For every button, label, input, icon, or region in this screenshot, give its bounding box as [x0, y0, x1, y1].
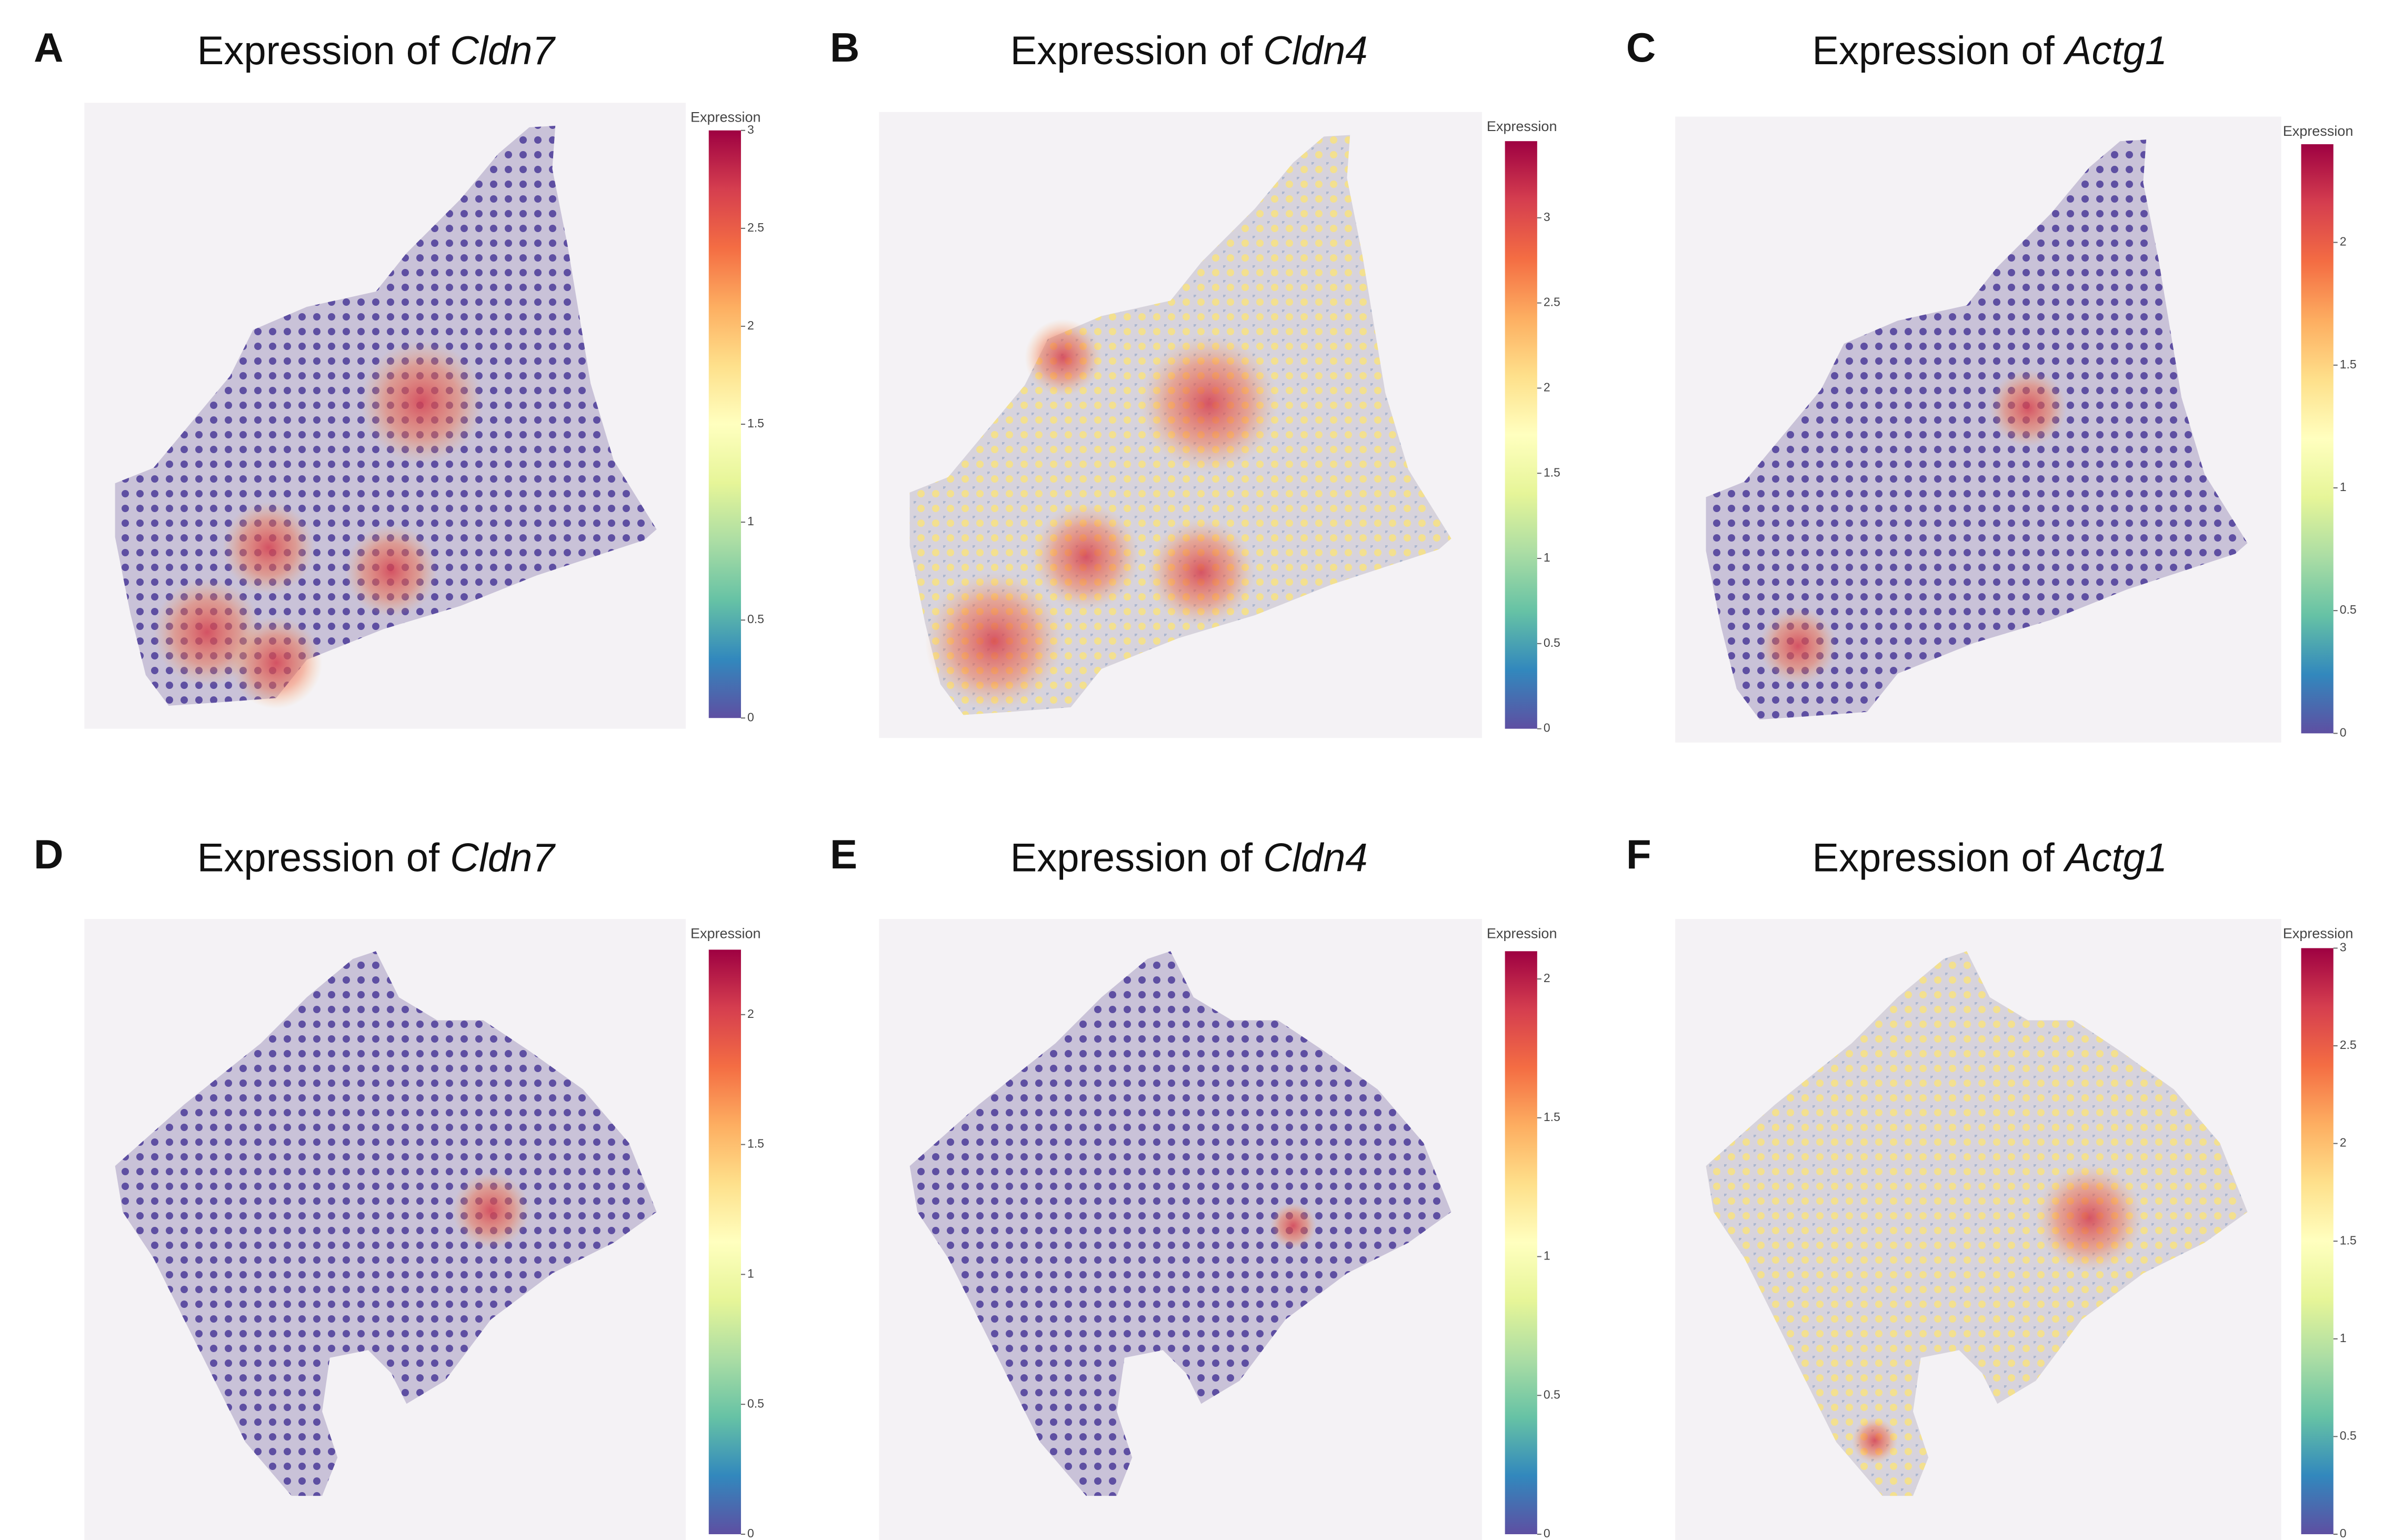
panel-letter: A: [34, 24, 63, 71]
colorbar-tick-label: 0.5: [2340, 603, 2357, 616]
tissue-spots: [1706, 139, 2248, 720]
colorbar-tick-label: 1.5: [2340, 357, 2357, 371]
gene-name: Cldn4: [1263, 835, 1368, 880]
panel-title: Expression of Actg1: [1812, 835, 2167, 880]
hot-spot: [230, 616, 323, 709]
panel-letter: F: [1626, 831, 1651, 877]
colorbar-tick-label: 2.5: [2340, 1038, 2357, 1052]
title-text: Expression of: [1010, 835, 1253, 880]
colorbar-label: Expression: [2283, 925, 2354, 941]
hot-spot: [1139, 334, 1278, 473]
hot-spot: [1147, 518, 1255, 626]
colorbar-tick-label: 2: [747, 318, 754, 332]
title-text: Expression of: [1812, 835, 2055, 880]
panel: D Expression of Cldn7 Expression 0 0.5 1 1.5 2: [34, 831, 764, 1540]
gene-name: Cldn7: [450, 835, 556, 880]
panel: B Expression of Cldn4 Expression 0 0.5 1 1.5 2 2.…: [830, 24, 1560, 738]
colorbar-tick-label: 1.5: [747, 1137, 764, 1151]
colorbar-tick-label: 1.5: [2340, 1233, 2357, 1247]
panel: F Expression of Actg1 Expression 0 0.5 1 1.5 2 2.…: [1626, 831, 2357, 1540]
gene-name: Cldn7: [450, 28, 556, 73]
hot-spot: [1851, 1417, 1898, 1464]
colorbar-tick-label: 2.5: [747, 221, 764, 234]
hot-spot: [2036, 1164, 2144, 1272]
colorbar-tick-label: 0.5: [1544, 1387, 1560, 1401]
panel: C Expression of Actg1 Expression 0 0.5 1 1.5 2: [1626, 24, 2357, 743]
colorbar-tick-label: 3: [1544, 210, 1550, 224]
colorbar-tick-label: 0.5: [747, 612, 764, 626]
colorbar-label: Expression: [1487, 118, 1557, 134]
colorbar-tick-label: 3: [2340, 941, 2347, 954]
colorbar-tick-label: 0: [2340, 1526, 2347, 1540]
panel-title: Expression of Cldn7: [197, 835, 556, 880]
colorbar-tick-label: 1.5: [1544, 465, 1560, 479]
colorbar-tick-label: 1: [1544, 551, 1550, 564]
colorbar-tick-label: 1: [2340, 480, 2347, 494]
panel-title: Expression of Cldn4: [1010, 835, 1368, 880]
hot-spot: [361, 341, 484, 464]
colorbar-tick-label: 0: [747, 1526, 754, 1540]
colorbar-label: Expression: [2283, 123, 2354, 139]
colorbar: [1505, 951, 1537, 1534]
colorbar-tick-label: 0.5: [1544, 636, 1560, 649]
colorbar-tick-label: 2: [747, 1007, 754, 1021]
title-text: Expression of: [1812, 28, 2055, 73]
hot-spot: [345, 524, 437, 617]
hot-spot: [1989, 369, 2067, 447]
panel: E Expression of Cldn4 Expression 0 0.5 1 1.5 2: [830, 831, 1560, 1540]
colorbar: [708, 949, 741, 1534]
colorbar-tick-label: 2: [2340, 1136, 2347, 1149]
panel-title: Expression of Cldn7: [197, 28, 556, 73]
colorbar: [2301, 144, 2334, 734]
panel: A Expression of Cldn7 Expression 0 0.5 1 1.5 2 2.…: [34, 24, 764, 729]
panel-letter: C: [1626, 24, 1656, 71]
hot-spot: [222, 502, 315, 594]
colorbar-tick-label: 0.5: [2340, 1428, 2357, 1442]
tissue-spots: [1706, 951, 2248, 1496]
colorbar-tick-label: 1: [747, 1266, 754, 1280]
hot-spot: [1759, 607, 1837, 685]
title-text: Expression of: [197, 835, 440, 880]
colorbar-tick-label: 1: [747, 514, 754, 528]
gene-name: Cldn4: [1263, 28, 1368, 73]
colorbar-tick-label: 0: [2340, 725, 2347, 739]
hot-spot: [1270, 1203, 1317, 1249]
colorbar-tick-label: 1: [1544, 1249, 1550, 1263]
title-text: Expression of: [1010, 28, 1253, 73]
title-text: Expression of: [197, 28, 440, 73]
tissue-spots: [115, 951, 657, 1496]
colorbar: [2301, 948, 2334, 1534]
colorbar-tick-label: 0: [1544, 1526, 1550, 1540]
colorbar-tick-label: 2: [1544, 380, 1550, 394]
panel-letter: B: [830, 24, 859, 71]
colorbar: [1505, 141, 1537, 729]
tissue-spots: [909, 951, 1451, 1496]
colorbar: [708, 130, 741, 718]
hot-spot: [1032, 503, 1140, 611]
hot-spot: [452, 1172, 529, 1249]
colorbar-tick-label: 1: [2340, 1331, 2347, 1345]
hot-spot: [1025, 319, 1102, 396]
gene-name: Actg1: [2063, 835, 2167, 880]
colorbar-label: Expression: [690, 925, 761, 941]
colorbar-tick-label: 2: [1544, 971, 1550, 985]
gene-name: Actg1: [2063, 28, 2167, 73]
colorbar-tick-label: 0.5: [747, 1396, 764, 1410]
panel-title: Expression of Cldn4: [1010, 28, 1368, 73]
hot-spot: [925, 572, 1064, 711]
panel-letter: D: [34, 831, 63, 877]
colorbar-label: Expression: [690, 109, 761, 125]
colorbar-tick-label: 0: [1544, 721, 1550, 735]
colorbar-tick-label: 2: [2340, 235, 2347, 248]
colorbar-tick-label: 1.5: [1544, 1110, 1560, 1124]
colorbar-tick-label: 2.5: [1544, 295, 1560, 309]
panel-title: Expression of Actg1: [1812, 28, 2167, 73]
colorbar-tick-label: 1.5: [747, 416, 764, 430]
colorbar-label: Expression: [1487, 925, 1557, 941]
colorbar-tick-label: 3: [747, 123, 754, 136]
panel-letter: E: [830, 831, 857, 877]
colorbar-tick-label: 0: [747, 710, 754, 724]
